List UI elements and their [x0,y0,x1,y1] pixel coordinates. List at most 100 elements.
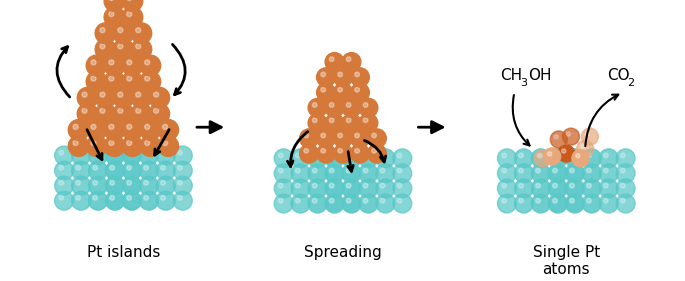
Circle shape [82,108,87,113]
Circle shape [329,118,334,123]
Circle shape [586,153,591,158]
Circle shape [312,103,317,107]
Circle shape [127,140,132,146]
Circle shape [351,144,369,163]
Circle shape [76,165,81,170]
Circle shape [363,168,368,173]
Circle shape [334,83,352,102]
Circle shape [59,150,64,155]
Circle shape [536,198,540,203]
Circle shape [316,68,336,87]
Circle shape [342,53,361,71]
Circle shape [334,68,352,87]
Circle shape [553,198,558,203]
Circle shape [599,179,618,198]
Circle shape [308,164,327,183]
Circle shape [514,149,534,168]
Circle shape [77,103,98,124]
Circle shape [145,60,150,65]
Circle shape [321,87,325,92]
Circle shape [603,168,608,173]
Text: CH: CH [501,68,523,83]
Circle shape [131,87,151,108]
Circle shape [376,164,395,183]
Circle shape [582,149,601,168]
Circle shape [109,0,114,1]
Circle shape [397,198,402,203]
Circle shape [325,149,344,168]
Circle shape [536,153,540,158]
Circle shape [68,120,89,140]
Circle shape [127,196,132,200]
Circle shape [616,164,635,183]
Circle shape [144,180,149,185]
Circle shape [536,183,540,188]
Circle shape [519,153,523,158]
Circle shape [308,98,327,117]
Circle shape [372,148,377,153]
Circle shape [532,164,550,183]
Circle shape [113,23,134,44]
Circle shape [55,191,73,210]
Circle shape [616,149,635,168]
Circle shape [144,165,149,170]
Circle shape [549,179,567,198]
Circle shape [308,179,327,198]
Circle shape [312,153,317,158]
Circle shape [359,149,378,168]
Circle shape [321,133,325,138]
Circle shape [347,57,351,62]
Circle shape [603,153,608,158]
Circle shape [316,83,336,102]
Circle shape [582,164,601,183]
Circle shape [105,146,125,165]
Text: 2: 2 [627,78,634,88]
Circle shape [86,120,107,140]
Circle shape [325,53,344,71]
Circle shape [534,150,551,167]
Circle shape [586,168,591,173]
Circle shape [570,168,574,173]
Circle shape [127,76,132,81]
Circle shape [110,196,114,200]
Circle shape [380,183,385,188]
Circle shape [329,168,334,173]
Circle shape [367,144,386,163]
Circle shape [501,168,506,173]
Circle shape [274,149,293,168]
Circle shape [295,168,300,173]
Circle shape [149,103,170,124]
Circle shape [376,179,395,198]
Circle shape [514,179,534,198]
Circle shape [497,149,516,168]
Circle shape [586,198,591,203]
Text: CO: CO [607,68,630,83]
Circle shape [291,164,310,183]
Circle shape [118,28,123,33]
Circle shape [162,124,168,130]
Circle shape [616,179,635,198]
Circle shape [95,87,116,108]
Circle shape [105,176,125,195]
Circle shape [380,153,385,158]
Circle shape [127,60,132,65]
Circle shape [325,179,344,198]
Circle shape [91,140,96,146]
Circle shape [104,0,125,12]
Circle shape [88,191,108,210]
Circle shape [104,120,125,140]
Circle shape [59,180,64,185]
Circle shape [359,164,378,183]
Circle shape [351,83,369,102]
Circle shape [104,136,125,157]
Circle shape [308,149,327,168]
Circle shape [599,194,618,213]
Circle shape [321,72,325,77]
Circle shape [55,176,73,195]
Circle shape [136,28,141,33]
Circle shape [113,87,134,108]
Circle shape [88,146,108,165]
Circle shape [291,149,310,168]
Circle shape [127,180,132,185]
Circle shape [621,183,625,188]
